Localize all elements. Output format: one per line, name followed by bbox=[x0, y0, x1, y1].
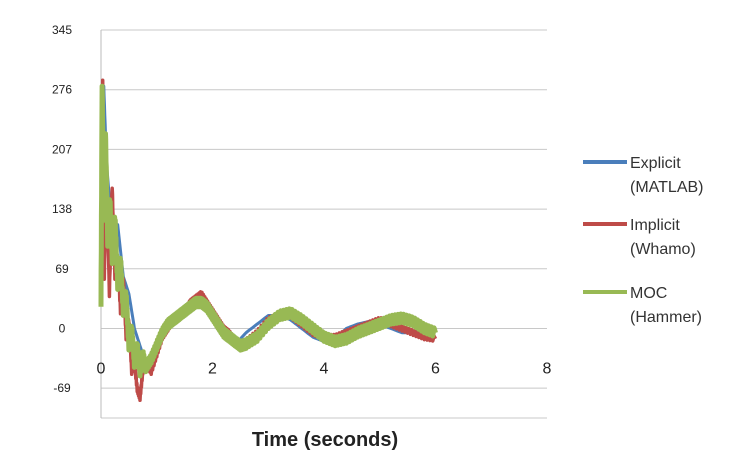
legend-label: (Whamo) bbox=[630, 241, 696, 258]
grid bbox=[101, 29, 547, 419]
legend-label: Explicit bbox=[630, 155, 681, 172]
legend-label: (Hammer) bbox=[630, 309, 702, 326]
y-tick-labels: 345 276 207 138 69 0 -69 bbox=[52, 23, 72, 395]
legend-label: MOC bbox=[630, 285, 667, 302]
series-lines bbox=[98, 78, 438, 403]
y-tick-label: 69 bbox=[55, 262, 69, 276]
x-axis-label: Time (seconds) bbox=[252, 429, 398, 451]
y-tick-label: 207 bbox=[52, 142, 72, 156]
series-line bbox=[98, 83, 438, 379]
x-tick-label: 0 bbox=[97, 360, 106, 377]
y-tick-label: 0 bbox=[59, 321, 66, 335]
x-tick-label: 4 bbox=[320, 360, 329, 377]
y-tick-label: -69 bbox=[53, 381, 71, 395]
x-tick-label: 2 bbox=[208, 360, 217, 377]
x-tick-label: 6 bbox=[431, 360, 440, 377]
legend-label: Implicit bbox=[630, 217, 680, 234]
x-tick-labels: 0 2 4 6 8 bbox=[97, 360, 552, 377]
y-tick-label: 276 bbox=[52, 83, 72, 97]
legend-label: (MATLAB) bbox=[630, 179, 703, 196]
y-tick-label: 345 bbox=[52, 23, 72, 37]
x-tick-label: 8 bbox=[543, 360, 552, 377]
y-tick-label: 138 bbox=[52, 202, 72, 216]
legend: Explicit (MATLAB) Implicit (Whamo) MOC (Hamme… bbox=[583, 155, 703, 326]
